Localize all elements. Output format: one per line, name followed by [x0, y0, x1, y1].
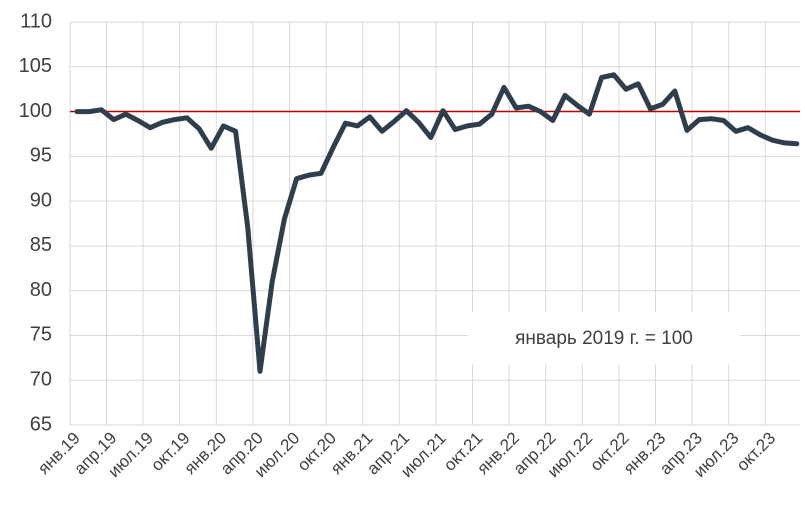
y-tick-label: 110: [20, 10, 52, 32]
y-tick-label: 95: [30, 145, 52, 167]
y-tick-label: 100: [19, 100, 52, 122]
y-tick-label: 85: [30, 234, 52, 256]
x-tick-label: окт.23: [733, 428, 779, 474]
y-tick-label: 75: [30, 324, 52, 346]
y-tick-label: 70: [30, 369, 52, 391]
annotation: январь 2019 г. = 100: [515, 328, 693, 349]
series-line: [74, 72, 800, 374]
annotation-box: [468, 312, 740, 364]
y-tick-label: 65: [30, 413, 52, 435]
grid: [69, 21, 800, 426]
y-tick-label: 90: [30, 189, 52, 211]
y-tick-label: 80: [30, 279, 52, 301]
y-tick-label: 105: [19, 55, 52, 77]
